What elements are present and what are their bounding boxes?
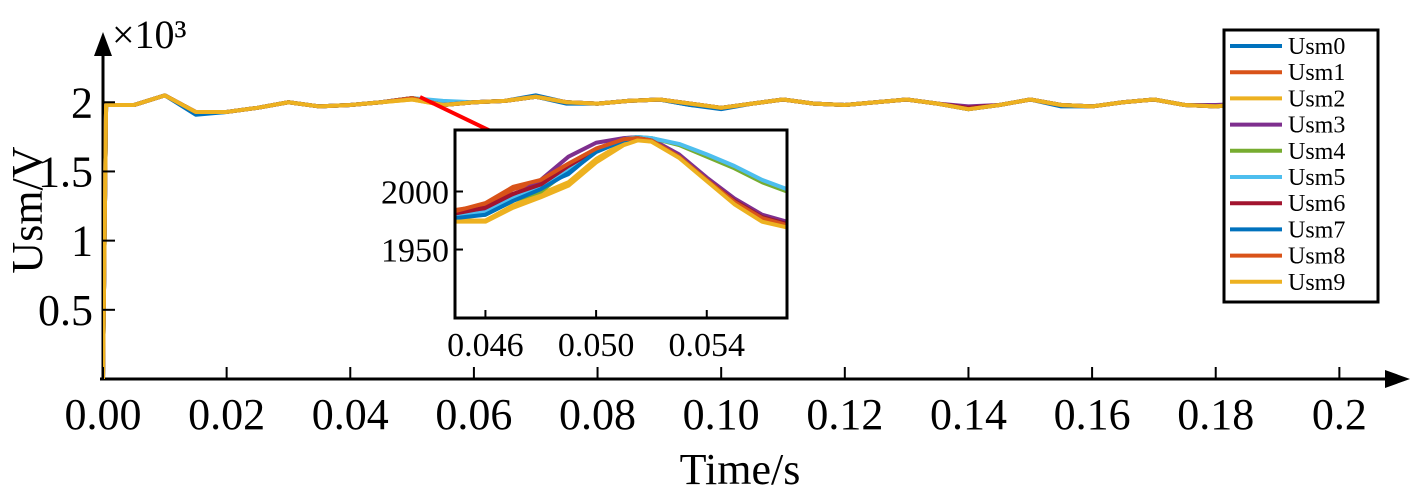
legend-label: Usm1	[1288, 60, 1345, 86]
legend-label: Usm7	[1288, 217, 1345, 243]
legend-label: Usm3	[1288, 113, 1345, 139]
y-tick-label: 1	[71, 217, 93, 266]
y-tick-label: 2000	[381, 175, 449, 212]
legend-label: Usm9	[1288, 270, 1345, 296]
x-tick-label: 0.050	[558, 327, 635, 364]
inset-frame	[453, 128, 789, 320]
y-tick-label: 0.5	[38, 286, 93, 335]
y-axis-arrow	[94, 32, 112, 56]
legend-label: Usm0	[1288, 34, 1345, 60]
x-tick-label: 0.04	[312, 390, 389, 439]
x-tick-label: 0.18	[1177, 390, 1254, 439]
legend-label: Usm8	[1288, 244, 1345, 270]
y-tick-label: 1.5	[38, 147, 93, 196]
legend-label: Usm6	[1288, 191, 1345, 217]
series-line	[103, 93, 1247, 379]
legend-label: Usm2	[1288, 86, 1345, 112]
x-tick-label: 0.08	[559, 390, 636, 439]
y-axis-label: Usm/V	[3, 146, 52, 273]
x-tick-label: 0.10	[683, 390, 760, 439]
x-tick-label: 0.00	[65, 390, 142, 439]
y-multiplier: ×10³	[112, 12, 187, 57]
x-tick-label: 0.054	[669, 327, 746, 364]
plot-area	[103, 93, 1247, 379]
inset-plot-area	[455, 134, 787, 230]
x-tick-label: 0.14	[930, 390, 1007, 439]
x-tick-label: 0.2	[1312, 390, 1367, 439]
inset-background	[455, 130, 787, 318]
x-axis-arrow	[1385, 370, 1410, 388]
y-tick-label: 1950	[381, 233, 449, 270]
x-tick-label: 0.16	[1054, 390, 1131, 439]
y-tick-label: 2	[71, 78, 93, 127]
legend-label: Usm5	[1288, 165, 1345, 191]
x-tick-label: 0.046	[447, 327, 524, 364]
series-line	[455, 138, 787, 230]
x-axis-label: Time/s	[680, 445, 801, 489]
legend-label: Usm4	[1288, 139, 1345, 165]
x-tick-label: 0.12	[806, 390, 883, 439]
x-tick-label: 0.06	[435, 390, 512, 439]
x-tick-label: 0.02	[188, 390, 265, 439]
